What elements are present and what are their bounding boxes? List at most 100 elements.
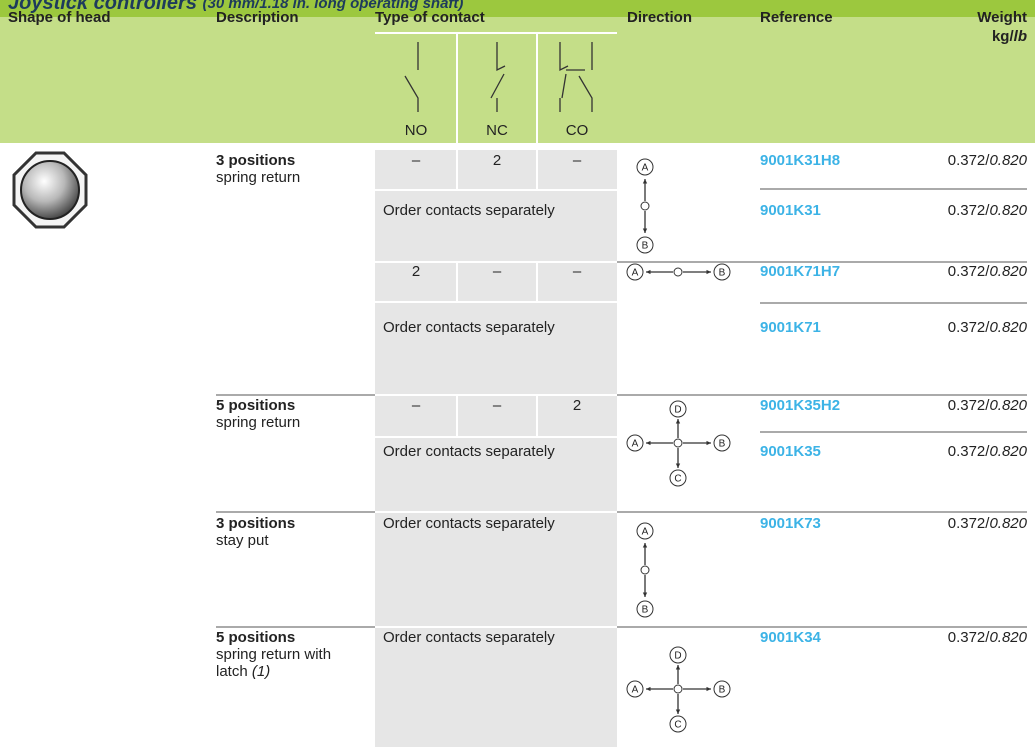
direction-label: B	[719, 439, 726, 450]
title-bar	[0, 0, 1035, 17]
weight: 0.372/0.820	[948, 152, 1028, 169]
weight-lb: 0.820	[989, 319, 1027, 336]
direction-center	[640, 201, 650, 211]
direction-label: A	[632, 268, 639, 279]
arrow-head	[675, 665, 681, 670]
description-line: spring return	[216, 169, 300, 186]
weight-unit-kg: kg/	[992, 28, 1015, 45]
contact-type: NO	[405, 122, 428, 139]
contact-type: NC	[486, 122, 508, 139]
contact-note: Order contacts separately	[383, 629, 555, 646]
direction-circle	[669, 469, 687, 487]
direction-center	[673, 267, 683, 277]
direction-label: A	[642, 527, 649, 538]
weight-kg: 0.372/	[948, 319, 991, 336]
reference: 9001K34	[760, 629, 822, 646]
arrow-head	[675, 419, 681, 424]
weight-lb: 0.820	[989, 443, 1027, 460]
direction-label: B	[719, 268, 726, 279]
description-text: spring return	[216, 414, 300, 431]
direction-circle	[626, 434, 644, 452]
direction-label: B	[719, 685, 726, 696]
column-header: Shape of head	[8, 9, 111, 26]
weight-unit: kg/lb	[992, 28, 1027, 45]
description-line: latch (1)	[216, 663, 270, 680]
contact-count: –	[573, 152, 582, 169]
weight: 0.372/0.820	[948, 397, 1028, 414]
contact-count: 2	[412, 263, 420, 280]
weight-kg: 0.372/	[948, 263, 991, 280]
subtitle: (30 mm/1.18 in. long operating shaft)	[203, 0, 464, 12]
header-bg	[0, 0, 1035, 143]
direction-circle	[636, 158, 654, 176]
direction-label: A	[632, 685, 639, 696]
weight: 0.372/0.820	[948, 515, 1028, 532]
contact-note: Order contacts separately	[383, 443, 555, 460]
contact-note: Order contacts separately	[383, 202, 555, 219]
direction-circle	[636, 236, 654, 254]
reference: 9001K35H2	[760, 397, 840, 414]
description-line: spring return with	[216, 646, 331, 663]
direction-circle	[713, 263, 731, 281]
description-title: 3 positions	[216, 515, 295, 532]
direction-label: D	[674, 651, 681, 662]
direction-label: B	[642, 241, 649, 252]
arrow-head	[642, 543, 648, 548]
reference: 9001K35	[760, 443, 821, 460]
column-header: Type of contact	[375, 9, 485, 26]
arrow-head	[706, 440, 711, 446]
contact-type: CO	[566, 122, 589, 139]
direction-label: A	[632, 439, 639, 450]
description-title: 5 positions	[216, 629, 295, 646]
reference: 9001K71H7	[760, 263, 840, 280]
arrow-head	[646, 440, 651, 446]
weight-lb: 0.820	[989, 629, 1027, 646]
description-line: stay put	[216, 532, 269, 549]
weight-unit-lb: lb	[1014, 28, 1027, 45]
contact-symbols	[404, 42, 593, 112]
reference: 9001K31H8	[760, 152, 840, 169]
description-text: spring return with	[216, 646, 331, 663]
arrow-head	[642, 179, 648, 184]
direction-circle	[713, 434, 731, 452]
direction-circle	[636, 600, 654, 618]
contact-note: Order contacts separately	[383, 319, 555, 336]
direction-circle	[669, 400, 687, 418]
contact-count: –	[573, 263, 582, 280]
weight: 0.372/0.820	[948, 443, 1028, 460]
direction-circle	[669, 715, 687, 733]
weight-kg: 0.372/	[948, 397, 991, 414]
description-text: stay put	[216, 532, 269, 549]
contact-count: –	[412, 152, 421, 169]
weight-lb: 0.820	[989, 152, 1027, 169]
title-text: Joystick controllers	[8, 0, 197, 14]
direction-label: D	[674, 405, 681, 416]
direction-circle	[713, 680, 731, 698]
head-image	[12, 151, 88, 229]
description-title: 5 positions	[216, 397, 295, 414]
weight-lb: 0.820	[989, 515, 1027, 532]
description-text: spring return	[216, 169, 300, 186]
direction-center	[640, 565, 650, 575]
reference: 9001K31	[760, 202, 821, 219]
weight-lb: 0.820	[989, 202, 1027, 219]
contact-count: –	[493, 263, 502, 280]
direction-circle	[626, 263, 644, 281]
description-note: (1)	[252, 663, 270, 680]
weight-kg: 0.372/	[948, 629, 991, 646]
weight-lb: 0.820	[989, 397, 1027, 414]
weight: 0.372/0.820	[948, 319, 1028, 336]
direction-label: C	[674, 474, 681, 485]
contact-count: –	[493, 397, 502, 414]
description-line: spring return	[216, 414, 300, 431]
arrow-head	[642, 228, 648, 233]
weight-kg: 0.372/	[948, 515, 991, 532]
contact-column-bg	[375, 150, 617, 747]
direction-label: A	[642, 163, 649, 174]
contact-count: –	[412, 397, 421, 414]
direction-center	[673, 684, 683, 694]
direction-circle	[636, 522, 654, 540]
weight-kg: 0.372/	[948, 202, 991, 219]
arrow-head	[642, 592, 648, 597]
